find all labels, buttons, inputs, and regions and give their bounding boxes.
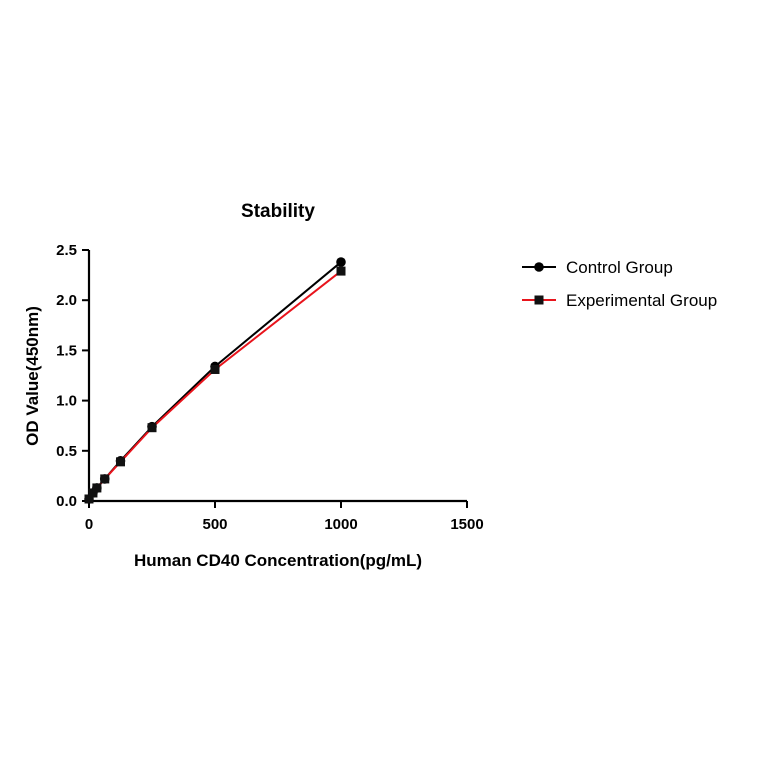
legend: Control Group Experimental Group — [522, 258, 717, 310]
data-point-circle — [534, 262, 544, 272]
y-tick-label: 2.5 — [56, 242, 77, 259]
data-point-square — [88, 488, 98, 498]
series-line — [88, 270, 342, 500]
data-point-square — [147, 423, 157, 433]
legend-label: Control Group — [566, 258, 673, 277]
data-point-square — [84, 494, 94, 504]
x-tick-label: 500 — [202, 516, 227, 533]
data-point-square — [336, 266, 346, 276]
chart-title: Stability — [241, 201, 315, 222]
data-point-square — [100, 474, 110, 484]
x-tick-label: 0 — [85, 516, 93, 533]
y-tick-label: 2.0 — [56, 292, 77, 309]
x-tick-label: 1500 — [450, 516, 483, 533]
data-point-square — [116, 457, 125, 467]
data-point-circle — [336, 257, 346, 267]
y-tick-label: 1.5 — [56, 342, 77, 359]
series-1 — [84, 266, 346, 504]
x-axis-title: Human CD40 Concentration(pg/mL) — [134, 551, 422, 570]
series-line — [88, 261, 342, 500]
series-0 — [84, 257, 346, 504]
y-tick-label: 0.0 — [56, 493, 77, 510]
legend-item: Experimental Group — [522, 291, 717, 310]
plot-area: 0.0 0.5 1.0 1.5 2.0 2.5 0 500 1000 1500 — [56, 242, 484, 533]
series-layer — [84, 257, 346, 504]
y-tick-label: 1.0 — [56, 393, 77, 410]
data-point-square — [92, 483, 102, 493]
legend-item: Control Group — [522, 258, 673, 277]
y-ticks: 0.0 0.5 1.0 1.5 2.0 2.5 — [56, 242, 89, 510]
data-point-square — [534, 295, 544, 305]
x-ticks: 0 500 1000 1500 — [85, 501, 484, 533]
legend-label: Experimental Group — [566, 291, 717, 310]
y-axis-title: OD Value(450nm) — [23, 306, 42, 446]
x-tick-label: 1000 — [324, 516, 357, 533]
data-point-square — [210, 364, 220, 374]
y-tick-label: 0.5 — [56, 443, 77, 460]
